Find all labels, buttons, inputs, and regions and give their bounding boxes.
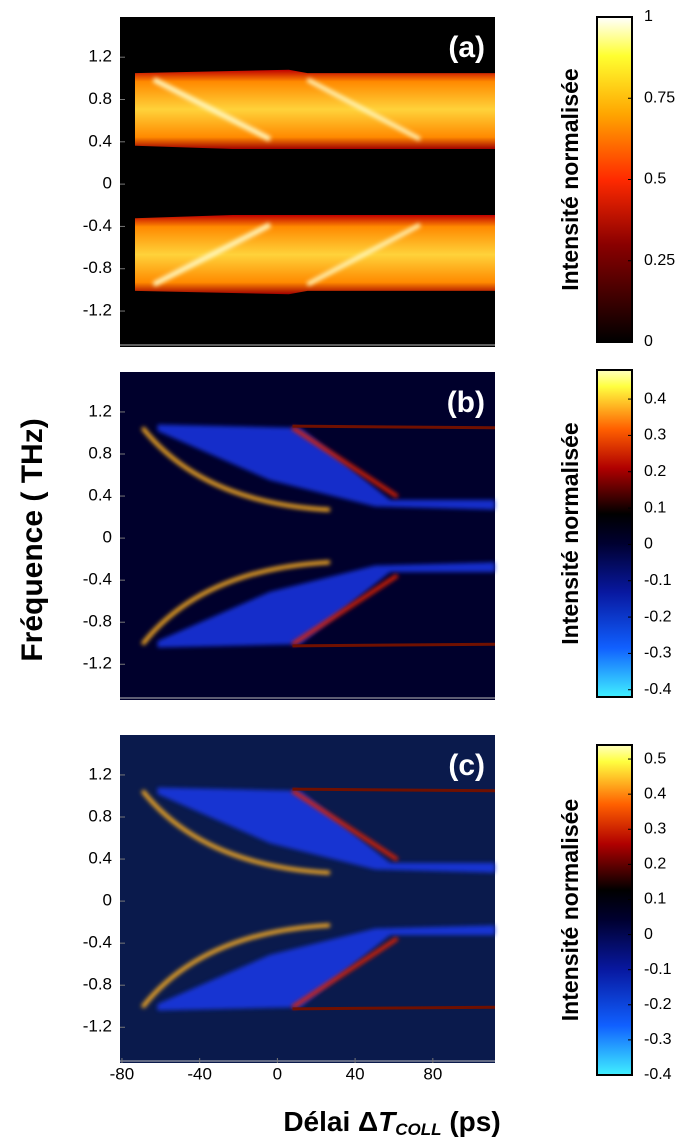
colorbar-tick-label: -0.3 bbox=[644, 645, 672, 662]
plot-area bbox=[120, 372, 495, 700]
colorbar-tick-label: -0.1 bbox=[644, 961, 672, 978]
colorbar-tick-label: 0.3 bbox=[644, 820, 666, 837]
colorbar-tick-label: -0.4 bbox=[644, 1066, 672, 1083]
y-tick-label: -0.4 bbox=[83, 933, 112, 952]
x-axis-label-var: T bbox=[378, 1106, 398, 1137]
x-axis-label-unit: (ps) bbox=[442, 1106, 501, 1137]
positive-ridge bbox=[291, 936, 399, 1009]
x-axis-label: Délai ΔTCOLL (ps) bbox=[283, 1106, 500, 1139]
positive-ridge bbox=[291, 426, 399, 499]
x-axis-label-text: Délai Δ bbox=[283, 1106, 378, 1137]
panel-label: (b) bbox=[447, 386, 485, 419]
panel-label: (a) bbox=[448, 31, 485, 64]
intensity-ridge bbox=[152, 222, 272, 287]
x-tick-label: -80 bbox=[110, 1064, 135, 1083]
colorbar-tick-label: -0.2 bbox=[644, 608, 672, 625]
colorbar-tick-label: 0.2 bbox=[644, 856, 666, 873]
colorbar-tick-label: 0.4 bbox=[644, 785, 666, 802]
x-tick-label: 0 bbox=[273, 1064, 282, 1083]
x-tick-label: 80 bbox=[423, 1064, 442, 1083]
y-tick-label: 0.4 bbox=[88, 486, 112, 505]
y-tick-label: -1.2 bbox=[83, 301, 112, 320]
intensity-ridge bbox=[152, 77, 272, 142]
negative-region bbox=[157, 925, 495, 1011]
y-tick-label: 0.4 bbox=[88, 131, 112, 150]
negative-region bbox=[157, 787, 495, 873]
intensity-ridge bbox=[306, 223, 421, 287]
positive-curve bbox=[140, 923, 331, 1009]
y-tick-label: 0.8 bbox=[88, 806, 112, 825]
positive-ridge bbox=[291, 789, 399, 862]
y-tick-label: 0 bbox=[103, 174, 112, 193]
y-tick-label: -0.4 bbox=[83, 570, 112, 589]
colorbar-tick-label: 0.5 bbox=[644, 171, 666, 188]
colorbar-tick-label: 0.2 bbox=[644, 463, 666, 480]
y-axis-label: Fréquence ( THz) bbox=[16, 418, 49, 661]
positive-curve bbox=[140, 560, 331, 646]
colorbar-tick-label: 0.75 bbox=[644, 89, 675, 106]
colorbar-tick-label: -0.1 bbox=[644, 572, 672, 589]
negative-region bbox=[157, 562, 495, 648]
positive-trail bbox=[292, 424, 496, 430]
colorbar-tick-label: 0.1 bbox=[644, 891, 666, 908]
intensity-ridge bbox=[306, 77, 421, 141]
colorbar-tick-label: -0.2 bbox=[644, 996, 672, 1013]
plot-area bbox=[120, 735, 495, 1063]
y-tick-label: -0.8 bbox=[83, 975, 112, 994]
heatmap bbox=[120, 372, 496, 700]
colorbar-label: Intensité normalisée bbox=[557, 422, 583, 644]
colorbar-tick-label: 1 bbox=[644, 8, 653, 25]
heatmap bbox=[120, 735, 496, 1063]
positive-trail bbox=[292, 1005, 496, 1011]
colorbar-tick-label: 0 bbox=[644, 926, 653, 943]
x-axis-label-sub: COLL bbox=[395, 1120, 441, 1139]
colorbar bbox=[596, 744, 633, 1076]
y-tick-label: 1.2 bbox=[88, 764, 112, 783]
y-tick-label: -0.8 bbox=[83, 258, 112, 277]
x-tick-label: 40 bbox=[346, 1064, 365, 1083]
y-tick-label: -0.8 bbox=[83, 612, 112, 631]
colorbar-tick-label: 0 bbox=[644, 536, 653, 553]
colorbar-tick-label: -0.3 bbox=[644, 1031, 672, 1048]
y-tick-label: 0 bbox=[103, 528, 112, 547]
colorbar-tick-label: 0 bbox=[644, 333, 653, 350]
heatmap bbox=[120, 17, 495, 347]
colorbar-tick-label: 0.3 bbox=[644, 427, 666, 444]
colorbar-tick-label: 0.4 bbox=[644, 390, 666, 407]
positive-trail bbox=[292, 642, 496, 648]
positive-trail bbox=[292, 787, 496, 793]
colorbar-label: Intensité normalisée bbox=[557, 799, 583, 1021]
x-tick-label: -40 bbox=[187, 1064, 212, 1083]
y-tick-label: 1.2 bbox=[88, 47, 112, 66]
negative-region bbox=[157, 424, 495, 510]
y-tick-label: -1.2 bbox=[83, 654, 112, 673]
positive-ridge bbox=[291, 573, 399, 646]
y-tick-label: 0 bbox=[103, 891, 112, 910]
colorbar bbox=[596, 369, 633, 698]
positive-curve bbox=[140, 789, 331, 875]
plot-area bbox=[120, 17, 495, 347]
y-tick-label: 0.8 bbox=[88, 443, 112, 462]
y-tick-label: -1.2 bbox=[83, 1017, 112, 1036]
y-tick-label: -0.4 bbox=[83, 216, 112, 235]
colorbar-label: Intensité normalisée bbox=[557, 68, 583, 290]
positive-curve bbox=[140, 426, 331, 512]
colorbar-tick-label: 0.25 bbox=[644, 252, 675, 269]
colorbar-tick-label: 0.5 bbox=[644, 750, 666, 767]
colorbar bbox=[596, 16, 633, 343]
y-tick-label: 1.2 bbox=[88, 401, 112, 420]
colorbar-tick-label: -0.4 bbox=[644, 681, 672, 698]
y-tick-label: 0.8 bbox=[88, 89, 112, 108]
y-tick-label: 0.4 bbox=[88, 849, 112, 868]
colorbar-tick-label: 0.1 bbox=[644, 499, 666, 516]
panel-label: (c) bbox=[448, 749, 485, 782]
